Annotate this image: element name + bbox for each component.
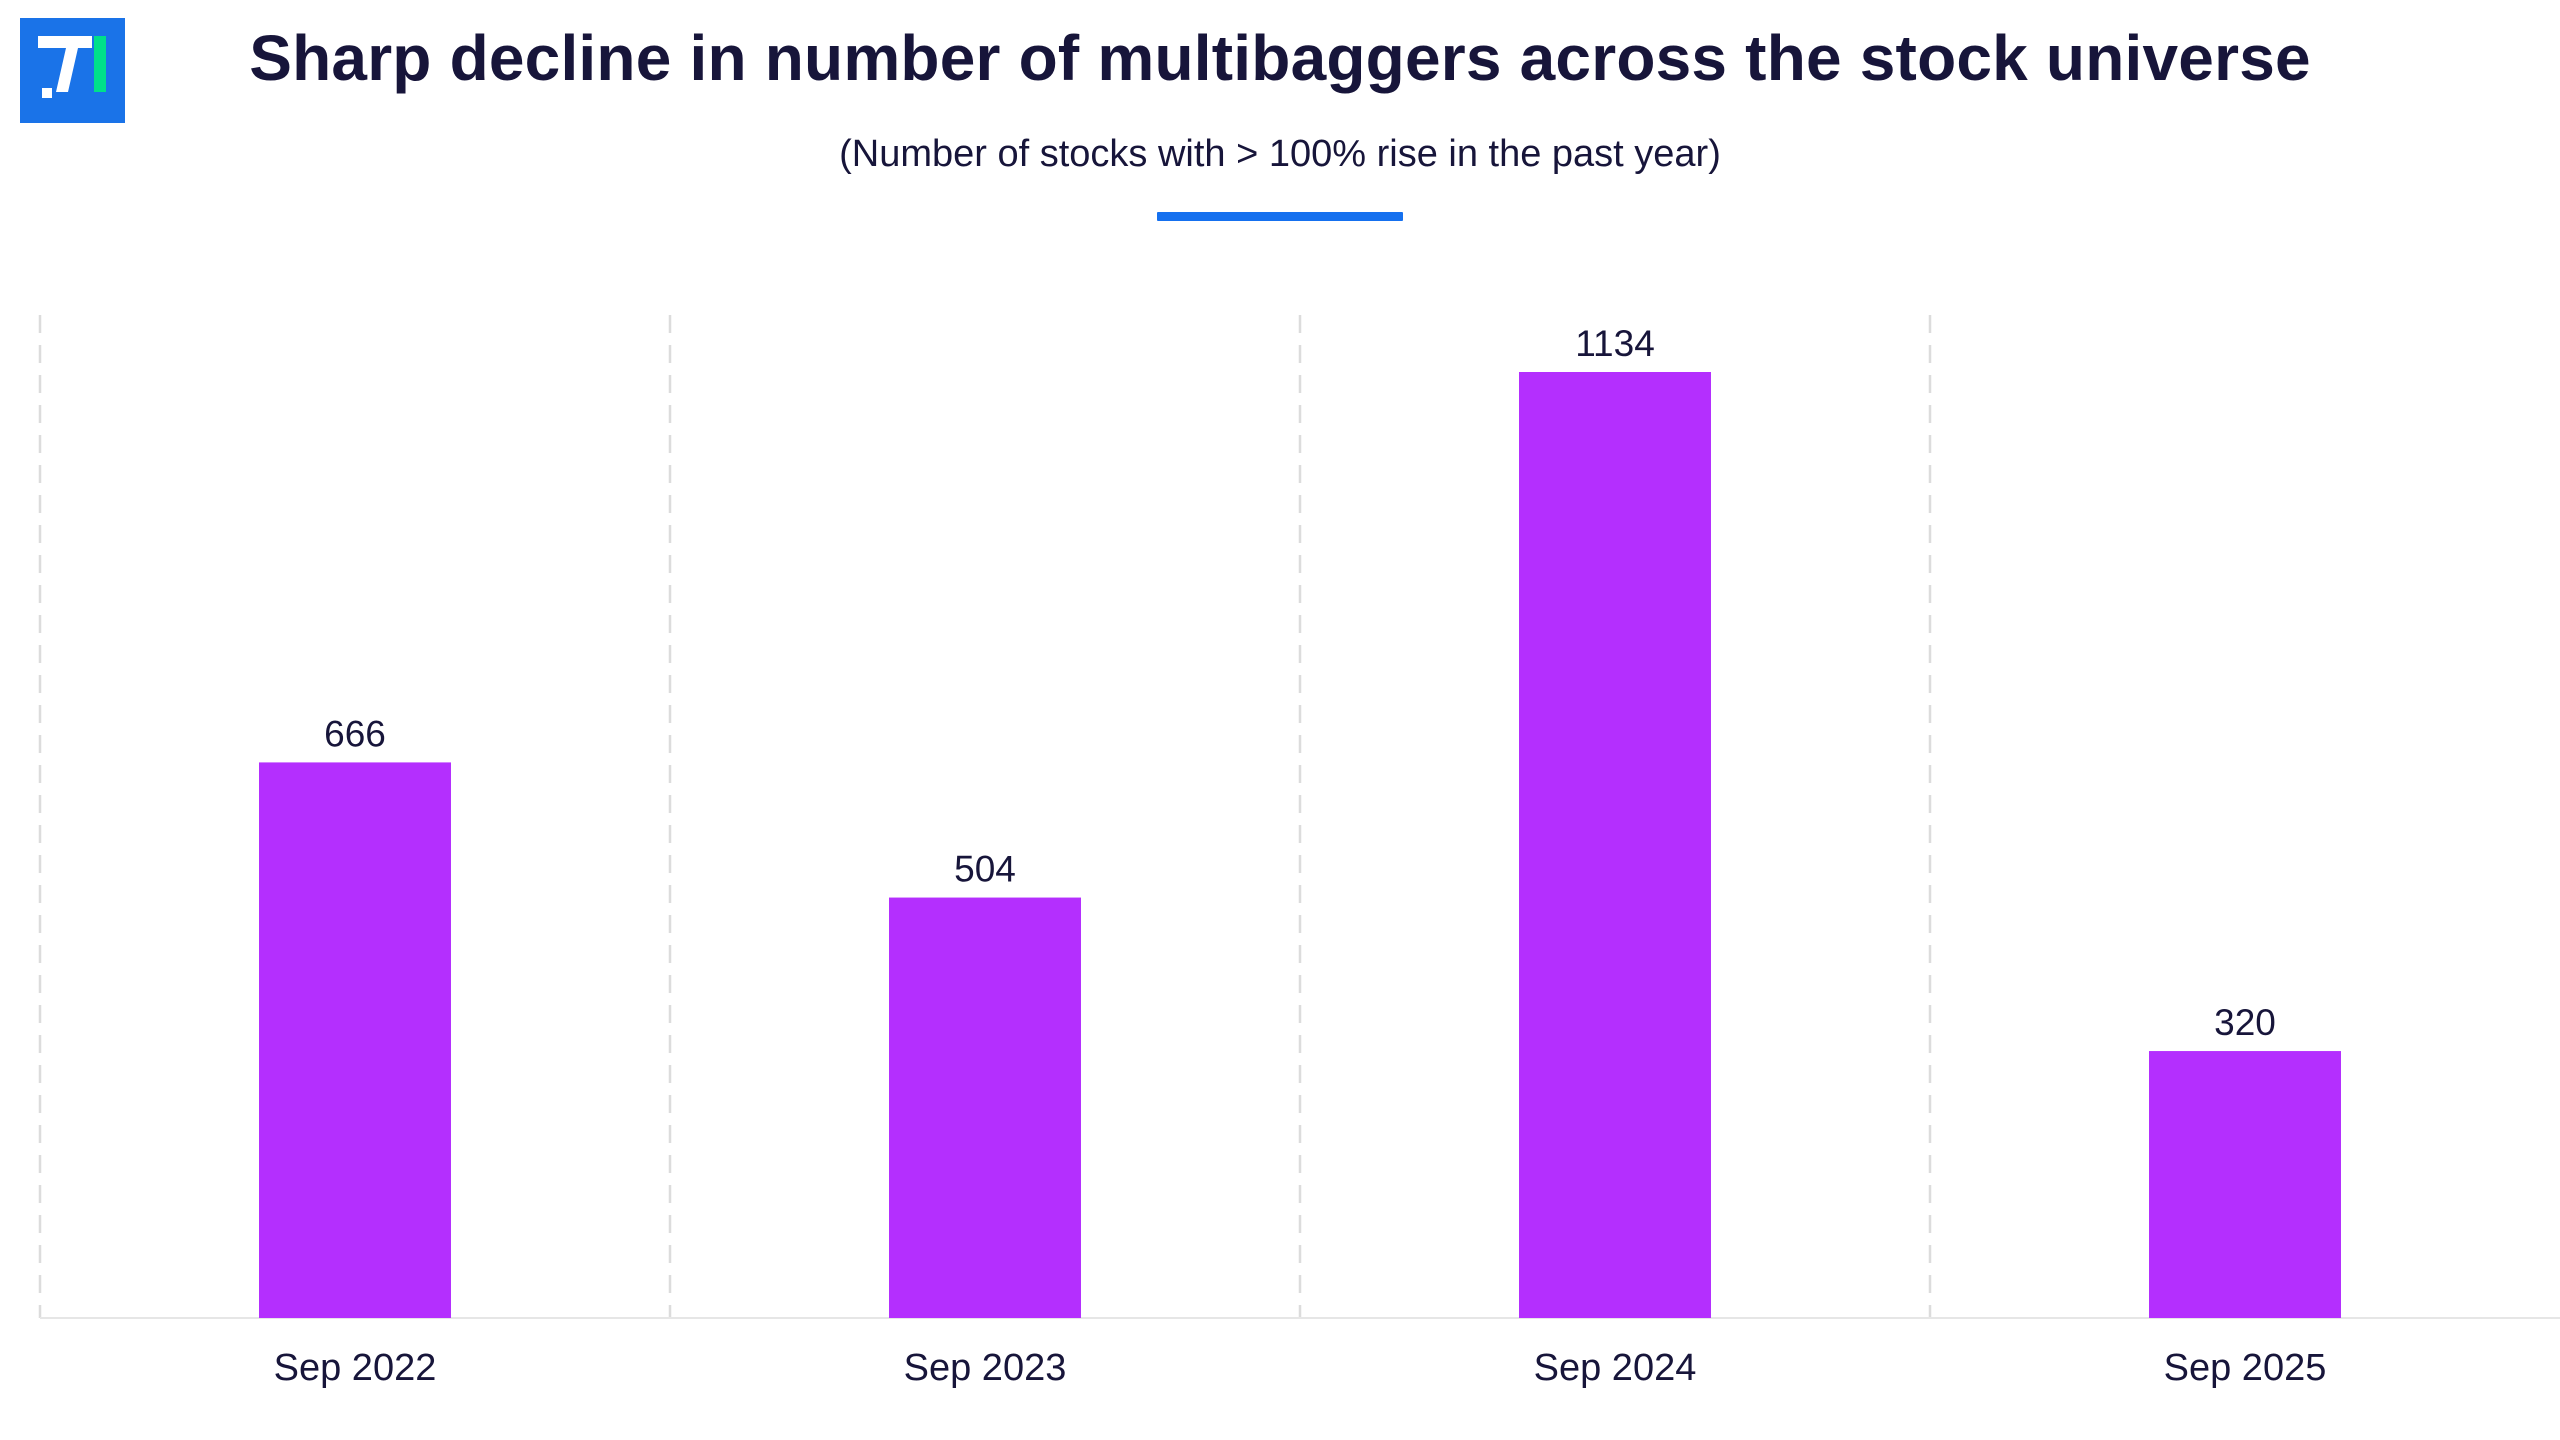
title-accent-rule xyxy=(1157,212,1403,221)
bar xyxy=(1519,372,1711,1318)
x-tick-label: Sep 2022 xyxy=(274,1347,437,1389)
chart-title: Sharp decline in number of multibaggers … xyxy=(249,22,2311,94)
x-tick-label: Sep 2025 xyxy=(2164,1347,2327,1389)
bar xyxy=(259,762,451,1318)
data-label: 504 xyxy=(954,849,1016,890)
x-tick-label: Sep 2023 xyxy=(904,1347,1067,1389)
bar xyxy=(2149,1051,2341,1318)
brand-logo-icon xyxy=(20,18,125,123)
chart-subtitle: (Number of stocks with > 100% rise in th… xyxy=(839,133,1721,175)
logo-mark-icon xyxy=(20,18,125,123)
x-tick-label: Sep 2024 xyxy=(1534,1347,1697,1389)
data-label: 320 xyxy=(2214,1002,2276,1043)
data-label: 666 xyxy=(324,713,386,754)
bar-chart: 666 Sep 2022 504 Sep 2023 1134 Sep 2024 320 Sep… xyxy=(38,315,2560,1389)
bar xyxy=(889,897,1081,1318)
data-label: 1134 xyxy=(1575,323,1655,364)
